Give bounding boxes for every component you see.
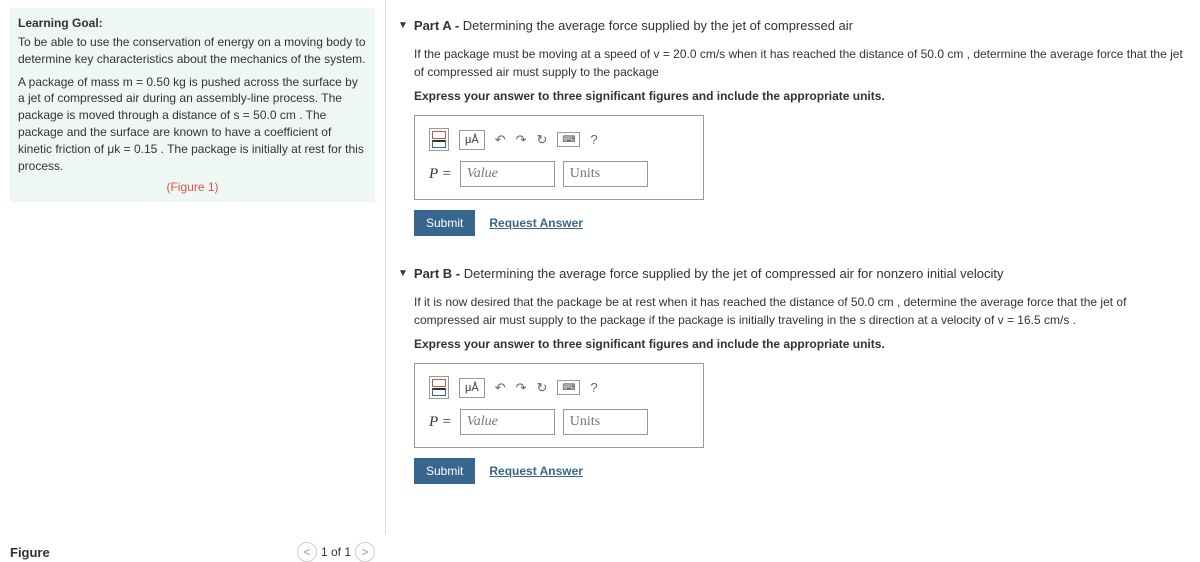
- left-panel: Learning Goal: To be able to use the con…: [0, 0, 385, 534]
- mu-a-icon[interactable]: μÅ: [459, 378, 485, 398]
- part-b-prompt: If it is now desired that the package be…: [414, 293, 1188, 329]
- part-b-request-link[interactable]: Request Answer: [489, 464, 583, 478]
- part-b-var-label: P =: [429, 414, 452, 431]
- part-a-value-input[interactable]: [460, 161, 555, 187]
- collapse-icon[interactable]: ▼: [398, 268, 408, 279]
- part-b: ▼ Part B - Determining the average force…: [398, 256, 1188, 484]
- part-a-units-input[interactable]: [563, 161, 648, 187]
- pager-prev-button[interactable]: <: [297, 542, 317, 562]
- part-a-input-row: P =: [429, 161, 689, 187]
- part-b-submit-button[interactable]: Submit: [414, 458, 475, 484]
- part-a-answer-box: μÅ ↶ ↷ ↻ ⌨ ? P =: [414, 115, 704, 200]
- part-a-title: Part A - Determining the average force s…: [414, 18, 853, 33]
- part-a-body: If the package must be moving at a speed…: [398, 45, 1188, 236]
- redo-icon[interactable]: ↷: [516, 132, 527, 148]
- help-icon[interactable]: ?: [590, 132, 597, 147]
- redo-icon[interactable]: ↷: [516, 380, 527, 396]
- figure-pager: < 1 of 1 >: [297, 542, 375, 562]
- part-a-var-label: P =: [429, 166, 452, 183]
- fraction-icon[interactable]: [429, 376, 449, 399]
- part-b-title: Part B - Determining the average force s…: [414, 266, 1004, 281]
- figure-title: Figure: [10, 545, 50, 560]
- part-b-toolbar: μÅ ↶ ↷ ↻ ⌨ ?: [429, 376, 689, 399]
- part-b-body: If it is now desired that the package be…: [398, 293, 1188, 484]
- part-b-answer-box: μÅ ↶ ↷ ↻ ⌨ ? P =: [414, 363, 704, 448]
- part-b-input-row: P =: [429, 409, 689, 435]
- fraction-icon[interactable]: [429, 128, 449, 151]
- pager-next-button[interactable]: >: [355, 542, 375, 562]
- part-b-header: ▼ Part B - Determining the average force…: [398, 256, 1188, 281]
- part-a-instruct: Express your answer to three significant…: [414, 89, 1188, 103]
- undo-icon[interactable]: ↶: [495, 132, 506, 148]
- pager-text: 1 of 1: [321, 545, 351, 559]
- part-a-prompt: If the package must be moving at a speed…: [414, 45, 1188, 81]
- figure-section: Figure < 1 of 1 >: [10, 542, 375, 562]
- part-a-header: ▼ Part A - Determining the average force…: [398, 8, 1188, 33]
- keyboard-icon[interactable]: ⌨: [557, 380, 580, 395]
- part-b-instruct: Express your answer to three significant…: [414, 337, 1188, 351]
- part-a-submit-button[interactable]: Submit: [414, 210, 475, 236]
- problem-text: A package of mass m = 0.50 kg is pushed …: [18, 74, 367, 175]
- part-a-toolbar: μÅ ↶ ↷ ↻ ⌨ ?: [429, 128, 689, 151]
- goal-text: To be able to use the conservation of en…: [18, 34, 367, 68]
- part-a: ▼ Part A - Determining the average force…: [398, 8, 1188, 236]
- keyboard-icon[interactable]: ⌨: [557, 132, 580, 147]
- help-icon[interactable]: ?: [590, 380, 597, 395]
- reset-icon[interactable]: ↻: [537, 380, 548, 396]
- collapse-icon[interactable]: ▼: [398, 20, 408, 31]
- figure-link[interactable]: (Figure 1): [18, 180, 367, 194]
- part-a-submit-row: Submit Request Answer: [414, 210, 1188, 236]
- mu-a-icon[interactable]: μÅ: [459, 130, 485, 150]
- part-b-units-input[interactable]: [563, 409, 648, 435]
- part-b-value-input[interactable]: [460, 409, 555, 435]
- right-panel: ▼ Part A - Determining the average force…: [385, 0, 1200, 534]
- part-b-submit-row: Submit Request Answer: [414, 458, 1188, 484]
- undo-icon[interactable]: ↶: [495, 380, 506, 396]
- reset-icon[interactable]: ↻: [537, 132, 548, 148]
- goal-title: Learning Goal:: [18, 16, 367, 30]
- learning-goal-box: Learning Goal: To be able to use the con…: [10, 8, 375, 202]
- part-a-request-link[interactable]: Request Answer: [489, 216, 583, 230]
